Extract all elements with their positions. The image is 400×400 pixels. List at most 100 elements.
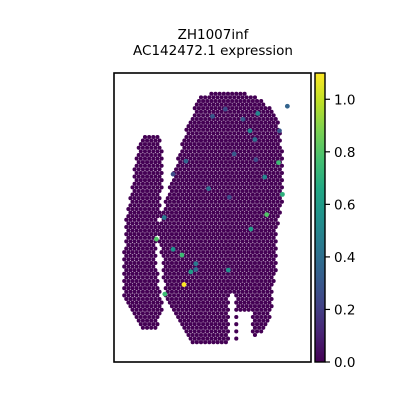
- tissue-spot: [232, 253, 237, 258]
- tissue-spot: [186, 181, 191, 186]
- tissue-spot: [178, 275, 183, 280]
- tissue-spot: [201, 120, 206, 125]
- tissue-spot: [240, 102, 245, 107]
- tissue-spot: [219, 282, 224, 287]
- tissue-spot: [246, 134, 251, 140]
- tissue-spot: [217, 98, 222, 104]
- tissue-spot: [203, 124, 208, 129]
- tissue-spot: [136, 296, 141, 302]
- tissue-spot: [234, 271, 239, 276]
- tissue-spot: [234, 113, 239, 118]
- tissue-spot: [259, 257, 264, 262]
- tissue-spot: [213, 170, 218, 176]
- tissue-spot: [230, 185, 235, 190]
- tissue-spot: [219, 325, 224, 330]
- tissue-spot: [203, 332, 208, 338]
- tissue-spot: [196, 142, 201, 147]
- tissue-spot: [246, 307, 251, 312]
- tissue-spot: [157, 289, 162, 294]
- tissue-spot: [140, 152, 145, 158]
- tissue-spot: [209, 106, 214, 111]
- tissue-spot: [194, 311, 199, 316]
- tissue-spot: [252, 131, 257, 136]
- tissue-spot: [263, 156, 268, 161]
- tissue-spot: [198, 95, 204, 100]
- tissue-spot: [236, 124, 241, 129]
- tissue-spot: [271, 250, 276, 255]
- tissue-spot: [203, 116, 208, 122]
- tissue-spot: [225, 322, 231, 327]
- tissue-spot: [240, 289, 245, 294]
- tissue-spot: [138, 293, 143, 298]
- tissue-spot: [145, 217, 150, 222]
- tissue-spot: [147, 250, 152, 255]
- tissue-spot: [196, 336, 201, 341]
- tissue-spot: [219, 124, 224, 129]
- tissue-spot: [147, 134, 152, 140]
- tissue-spot: [259, 206, 264, 212]
- tissue-spot: [228, 289, 233, 294]
- expression-spot: [247, 128, 253, 134]
- tissue-spot: [238, 206, 243, 212]
- tissue-spot: [240, 109, 245, 114]
- tissue-spot: [188, 192, 193, 197]
- tissue-spot: [252, 246, 257, 251]
- tissue-spot: [238, 91, 243, 96]
- tissue-spot: [138, 264, 143, 269]
- tissue-spot: [159, 178, 164, 183]
- tissue-spot: [147, 192, 152, 197]
- tissue-spot: [180, 278, 185, 284]
- tissue-spot: [182, 167, 187, 172]
- tissue-spot: [165, 296, 170, 302]
- tissue-spot: [238, 98, 243, 104]
- tissue-spot: [236, 217, 241, 222]
- tissue-spot: [259, 170, 264, 176]
- tissue-spot: [232, 145, 237, 150]
- tissue-spot: [228, 145, 233, 150]
- tissue-spot: [271, 185, 276, 190]
- tissue-spot: [174, 196, 179, 201]
- tissue-spot: [248, 167, 253, 172]
- tissue-spot: [155, 271, 160, 276]
- tissue-spot: [236, 289, 241, 294]
- tissue-spot: [184, 307, 189, 312]
- tissue-spot: [248, 138, 253, 143]
- tissue-spot: [176, 271, 181, 276]
- tissue-spot: [263, 206, 268, 212]
- tissue-spot: [259, 235, 264, 240]
- tissue-spot: [203, 282, 208, 287]
- tissue-spot: [145, 253, 150, 258]
- tissue-spot: [267, 293, 272, 298]
- tissue-spot: [203, 311, 208, 316]
- tissue-spot: [238, 106, 243, 111]
- tissue-spot: [244, 188, 249, 194]
- tissue-spot: [217, 106, 222, 111]
- tissue-spot: [132, 232, 137, 237]
- tissue-spot: [155, 293, 160, 298]
- tissue-spot: [219, 203, 224, 208]
- tissue-spot: [248, 232, 253, 237]
- tissue-spot: [136, 260, 141, 266]
- tissue-spot: [232, 246, 237, 251]
- tissue-spot: [219, 196, 224, 201]
- tissue-spot: [213, 300, 218, 305]
- tissue-spot: [225, 235, 231, 240]
- tissue-spot: [242, 307, 247, 312]
- tissue-spot: [205, 120, 210, 125]
- tissue-spot: [221, 228, 226, 233]
- tissue-spot: [151, 307, 156, 312]
- tissue-spot: [257, 246, 262, 251]
- tissue-spot: [263, 134, 268, 140]
- tissue-spot: [271, 170, 276, 176]
- tissue-spot: [230, 120, 235, 125]
- tissue-spot: [128, 253, 133, 258]
- tissue-spot: [257, 253, 262, 258]
- tissue-spot: [240, 160, 245, 165]
- tissue-spot: [140, 268, 145, 273]
- tissue-spot: [244, 239, 249, 244]
- tissue-spot: [203, 318, 208, 323]
- tissue-spot: [246, 149, 251, 154]
- tissue-spot: [273, 196, 278, 201]
- tissue-spot: [196, 163, 201, 168]
